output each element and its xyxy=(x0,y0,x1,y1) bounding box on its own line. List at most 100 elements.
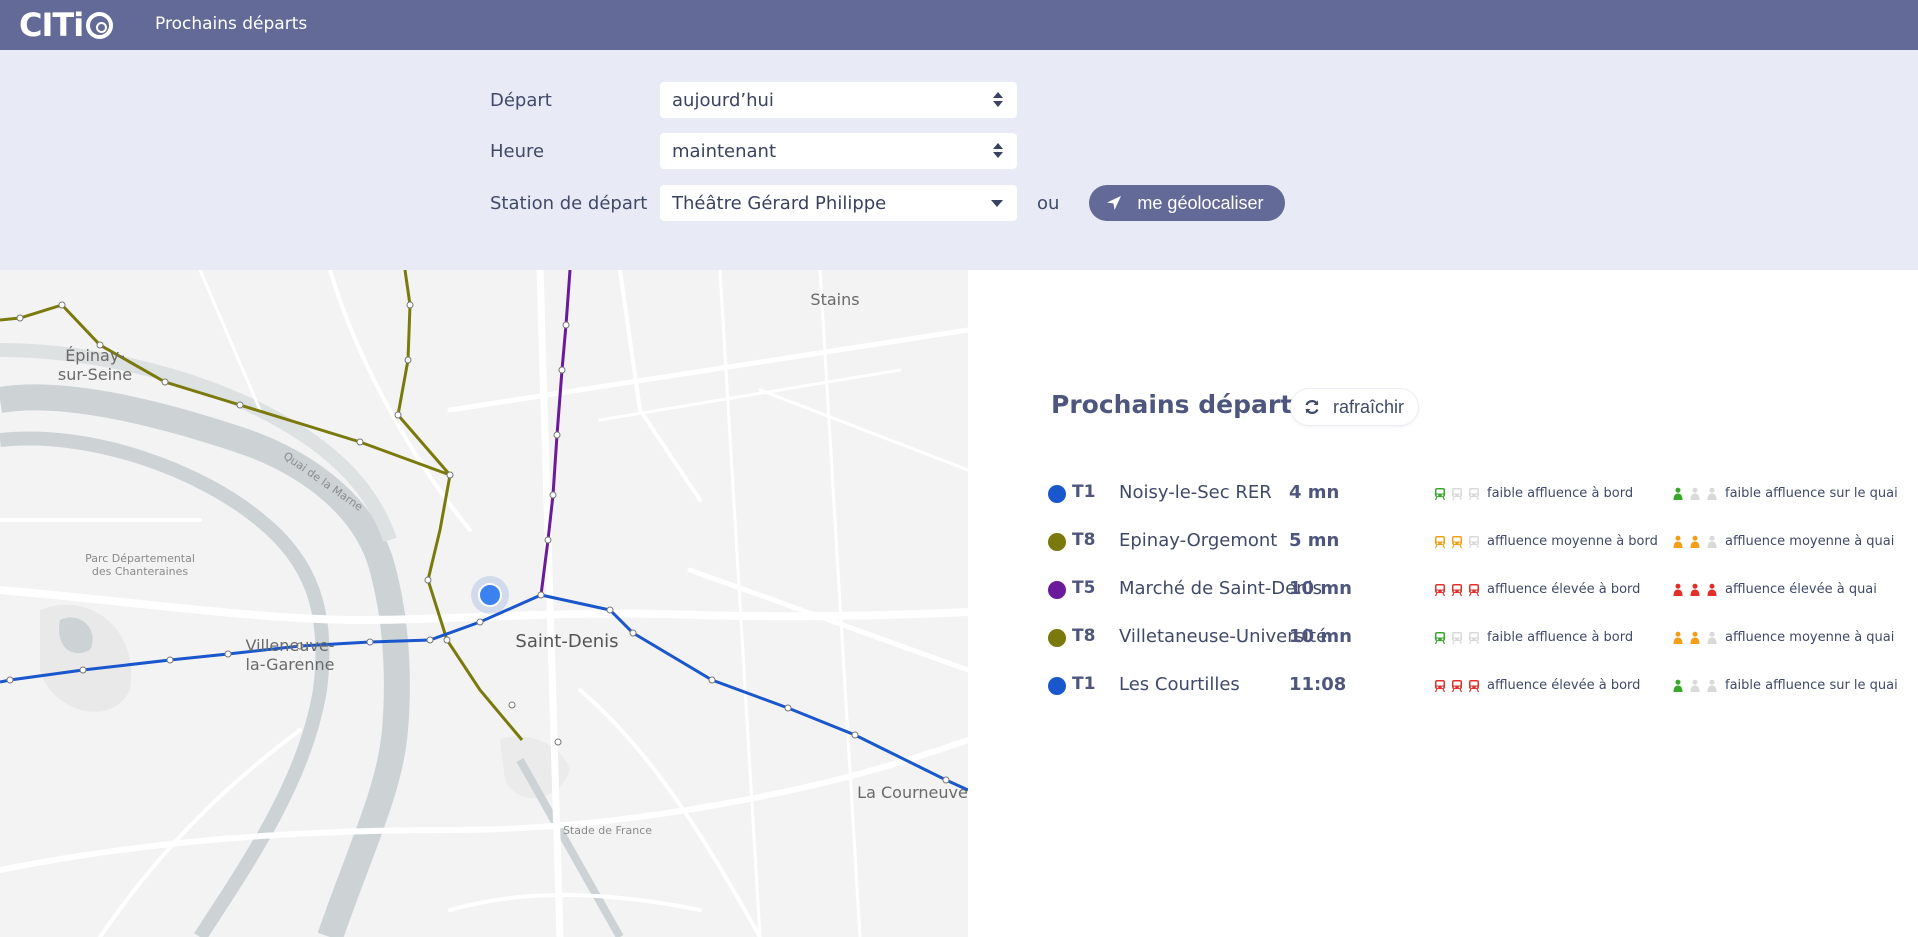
citi-logo[interactable]: CITi xyxy=(19,6,114,44)
departure-row[interactable]: T1 Noisy-le-Sec RER 4 mn faible affluence à… xyxy=(1048,478,1918,508)
logo-text: CITi xyxy=(19,6,84,44)
onboard-crowding: affluence élevée à bord xyxy=(1433,582,1640,597)
onboard-crowding-label: affluence élevée à bord xyxy=(1487,582,1641,597)
platform-crowding-label: affluence moyenne à quai xyxy=(1725,534,1895,549)
search-form: Départ aujourd’hui Heure maintenant Stat… xyxy=(0,50,1918,270)
onboard-crowding: affluence élevée à bord xyxy=(1433,678,1640,693)
tram-icon xyxy=(1433,487,1450,501)
platform-crowding: affluence moyenne à quai xyxy=(1671,630,1894,645)
departure-row[interactable]: T8 Epinay-Orgemont 5 mn affluence moyenne à… xyxy=(1048,526,1918,556)
or-text: ou xyxy=(1037,192,1060,214)
station-select[interactable]: Théâtre Gérard Philippe xyxy=(660,185,1017,221)
depart-label: Départ xyxy=(490,89,552,111)
map-label-parc: Parc Départemental des Chanteraines xyxy=(85,552,195,578)
top-bar: CITi Prochains départs xyxy=(0,0,1918,50)
line-color-dot xyxy=(1048,533,1066,551)
platform-crowding: faible affluence sur le quai xyxy=(1671,678,1898,693)
map-label-la-courneuve: La Courneuve xyxy=(857,783,968,802)
onboard-crowding-label: affluence élevée à bord xyxy=(1487,678,1641,693)
station-value: Théâtre Gérard Philippe xyxy=(672,192,887,214)
tram-icon xyxy=(1467,583,1484,597)
departure-row[interactable]: T1 Les Courtilles 11:08 affluence élevée à … xyxy=(1048,670,1918,700)
tram-icon xyxy=(1450,583,1467,597)
onboard-crowding: faible affluence à bord xyxy=(1433,630,1633,645)
heure-select[interactable]: maintenant xyxy=(660,133,1017,169)
departure-time: 4 mn xyxy=(1289,482,1340,503)
logo-ring-icon xyxy=(86,11,114,39)
tram-icon xyxy=(1433,583,1450,597)
depart-select[interactable]: aujourd’hui xyxy=(660,82,1017,118)
departure-row[interactable]: T8 Villetaneuse-Université 10 mn faible aff… xyxy=(1048,622,1918,652)
onboard-crowding-label: faible affluence à bord xyxy=(1487,630,1634,645)
tram-icon xyxy=(1433,679,1450,693)
tram-icon xyxy=(1467,631,1484,645)
person-icon xyxy=(1705,583,1722,597)
destination: Les Courtilles xyxy=(1119,674,1240,695)
platform-crowding: affluence élevée à quai xyxy=(1671,582,1877,597)
heure-value: maintenant xyxy=(672,140,777,162)
departures-panel: Prochains départs rafraîchir T1 Noisy-le-… xyxy=(968,270,1918,937)
location-arrow-icon xyxy=(1107,196,1122,210)
departure-time: 5 mn xyxy=(1289,530,1340,551)
map-label-stade: Stade de France xyxy=(562,824,653,837)
geolocate-label: me géolocaliser xyxy=(1137,192,1264,213)
person-icon xyxy=(1671,631,1688,645)
person-icon xyxy=(1705,487,1722,501)
departure-time: 10 mn xyxy=(1289,578,1352,599)
person-icon xyxy=(1671,583,1688,597)
map-label-stains: Stains xyxy=(810,290,860,309)
tram-icon xyxy=(1450,631,1467,645)
map-label-saint-denis: Saint-Denis xyxy=(515,631,619,652)
person-icon xyxy=(1688,535,1705,549)
map-canvas xyxy=(0,270,968,937)
tram-icon xyxy=(1467,679,1484,693)
refresh-icon xyxy=(1305,400,1319,414)
tram-icon xyxy=(1433,631,1450,645)
refresh-button[interactable]: rafraîchir xyxy=(1290,388,1420,426)
person-icon xyxy=(1705,631,1722,645)
line-name: T8 xyxy=(1072,626,1096,646)
line-color-dot xyxy=(1048,485,1066,503)
person-icon xyxy=(1671,679,1688,693)
tram-icon xyxy=(1450,679,1467,693)
map[interactable]: Épinay- sur-Seine Stains Quai de la Marn… xyxy=(0,270,968,937)
tram-icon xyxy=(1467,487,1484,501)
geolocate-button[interactable]: me géolocaliser xyxy=(1089,185,1286,221)
destination: Villetaneuse-Université xyxy=(1119,626,1328,647)
platform-crowding-label: faible affluence sur le quai xyxy=(1725,486,1898,501)
departure-time: 11:08 xyxy=(1289,674,1347,695)
platform-crowding-label: affluence élevée à quai xyxy=(1725,582,1877,597)
select-arrows-icon xyxy=(993,143,1003,159)
platform-crowding: faible affluence sur le quai xyxy=(1671,486,1898,501)
line-color-dot xyxy=(1048,581,1066,599)
refresh-label: rafraîchir xyxy=(1333,396,1405,417)
onboard-crowding-label: affluence moyenne à bord xyxy=(1487,534,1658,549)
departure-time: 10 mn xyxy=(1289,626,1352,647)
heure-label: Heure xyxy=(490,140,545,162)
station-row: Station de départ Théâtre Gérard Philipp… xyxy=(490,185,1286,221)
person-icon xyxy=(1688,487,1705,501)
destination: Epinay-Orgemont xyxy=(1119,530,1278,551)
platform-crowding-label: faible affluence sur le quai xyxy=(1725,678,1898,693)
map-label-epinay: Épinay- sur-Seine xyxy=(57,346,133,384)
line-name: T5 xyxy=(1072,578,1096,598)
tram-icon xyxy=(1433,535,1450,549)
departures-title: Prochains départs xyxy=(1051,390,1308,419)
line-name: T1 xyxy=(1072,482,1096,502)
person-icon xyxy=(1688,583,1705,597)
person-icon xyxy=(1688,631,1705,645)
person-icon xyxy=(1705,679,1722,693)
station-label: Station de départ xyxy=(490,192,648,214)
nav-title[interactable]: Prochains départs xyxy=(155,14,308,34)
departure-row[interactable]: T5 Marché de Saint-Denis 10 mn affluence él… xyxy=(1048,574,1918,604)
tram-icon xyxy=(1450,535,1467,549)
tram-icon xyxy=(1467,535,1484,549)
line-name: T1 xyxy=(1072,674,1096,694)
destination: Noisy-le-Sec RER xyxy=(1119,482,1272,503)
onboard-crowding: affluence moyenne à bord xyxy=(1433,534,1658,549)
chevron-down-icon xyxy=(991,200,1003,207)
onboard-crowding: faible affluence à bord xyxy=(1433,486,1633,501)
person-icon xyxy=(1688,679,1705,693)
tram-icon xyxy=(1450,487,1467,501)
person-icon xyxy=(1671,535,1688,549)
